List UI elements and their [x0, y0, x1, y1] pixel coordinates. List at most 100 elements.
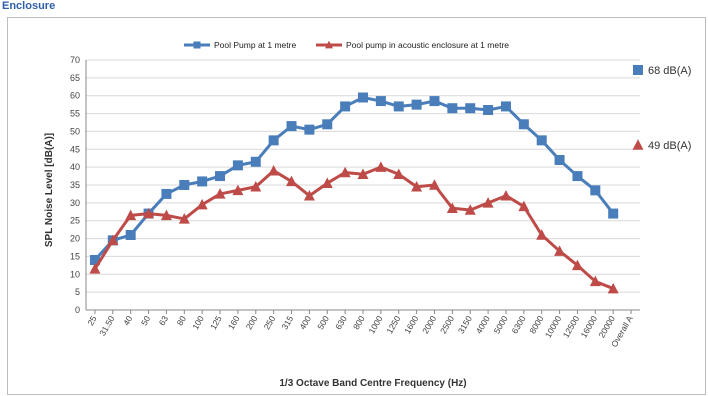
x-tick-label: 8000 [527, 314, 545, 336]
data-point [393, 168, 405, 180]
y-tick-label: 50 [70, 126, 80, 136]
overall-label: 49 dB(A) [648, 140, 691, 152]
y-axis-label: SPL Noise Level [dB(A)] [44, 133, 55, 247]
data-point [178, 213, 190, 224]
x-tick-label: 500 [315, 314, 331, 332]
data-point [500, 189, 512, 201]
y-tick-label: 45 [70, 144, 80, 154]
legend-label: Pool pump in acoustic enclosure at 1 met… [346, 40, 509, 50]
y-tick-label: 10 [70, 269, 80, 279]
data-point [250, 181, 262, 192]
x-tick-label: 2000 [420, 314, 438, 336]
data-point [536, 135, 547, 146]
data-point [375, 161, 387, 172]
y-tick-label: 25 [70, 216, 80, 226]
data-point [358, 92, 368, 103]
data-point [286, 121, 297, 132]
data-point [447, 103, 458, 114]
y-tick-label: 70 [70, 55, 80, 65]
x-tick-label: 10000 [543, 314, 564, 340]
data-point [518, 119, 529, 130]
data-point [160, 209, 172, 221]
chart-frame: 0 5 10 15 20 25 30 35 40 45 50 55 60 65 70 25 31.50 40 50 6… [7, 17, 706, 395]
x-tick-label: 315 [279, 314, 295, 332]
x-tick-label: 12500 [561, 314, 582, 340]
data-point [214, 188, 226, 199]
data-point [268, 164, 280, 176]
data-point [554, 245, 566, 256]
data-point [340, 101, 351, 112]
overall-marker [633, 65, 643, 75]
data-point [607, 282, 619, 294]
series-line-1 [93, 96, 615, 262]
data-point [215, 171, 226, 182]
x-tick-label: 125 [208, 314, 224, 332]
data-point [339, 166, 351, 178]
x-axis-label: 1/3 Octave Band Centre Frequency (Hz) [279, 378, 466, 389]
x-tick-label: 200 [244, 314, 260, 332]
series-line-2 [93, 165, 614, 290]
x-tick-label: 63 [157, 314, 171, 327]
x-tick-label: 100 [190, 314, 206, 332]
x-tick-label: 6300 [509, 314, 527, 336]
data-point [428, 179, 440, 190]
legend-marker [193, 41, 201, 49]
data-point [89, 255, 100, 265]
y-tick-label: 65 [70, 73, 80, 83]
x-tick-label: 250 [262, 314, 278, 332]
x-tick-label: 1250 [384, 314, 402, 336]
x-tick-label: 800 [351, 314, 367, 332]
data-point [482, 197, 494, 208]
x-tick-label: 1600 [402, 314, 420, 336]
x-tick-label: 25 [85, 314, 99, 327]
data-point [590, 185, 601, 196]
y-tick-label: 35 [70, 180, 80, 190]
y-tick-label: 5 [75, 287, 80, 297]
data-point [107, 234, 119, 246]
y-tick-label: 20 [70, 234, 80, 244]
series [89, 92, 619, 294]
x-tick-label: 16000 [579, 314, 600, 340]
data-point [554, 155, 565, 165]
data-point [268, 135, 279, 146]
y-tick-label: 0 [75, 305, 80, 315]
data-point [125, 209, 137, 221]
data-point [572, 171, 583, 182]
y-tick-label: 55 [70, 109, 80, 119]
x-tick-label: 80 [175, 314, 189, 327]
data-point [571, 259, 583, 271]
y-tick-label: 60 [70, 91, 80, 101]
data-point [411, 181, 423, 192]
data-point [411, 99, 422, 110]
x-tick-label: 2500 [438, 314, 456, 336]
x-tick-label: 5000 [492, 314, 510, 336]
data-point [179, 180, 190, 190]
legend-marker [325, 40, 333, 49]
data-point [589, 275, 601, 287]
data-point [232, 184, 244, 196]
legend-label: Pool Pump at 1 metre [214, 40, 296, 50]
data-point [125, 230, 136, 240]
x-tick-label: 40 [121, 314, 135, 327]
data-point [322, 119, 333, 130]
data-point [393, 101, 404, 112]
data-point [197, 176, 208, 187]
data-point [286, 175, 298, 187]
overall-label: 68 dB(A) [648, 65, 691, 77]
page-title: Enclosure [2, 0, 56, 12]
data-point [321, 177, 333, 188]
data-point [375, 96, 386, 107]
data-point [464, 204, 476, 215]
y-tick-label: 40 [70, 162, 80, 172]
y-tick-label: 30 [70, 198, 80, 208]
legend: Pool Pump at 1 metre Pool pump in acousti… [184, 40, 509, 50]
data-point [143, 207, 155, 219]
x-tick-label: 160 [226, 314, 242, 332]
annotations: 68 dB(A) 49 dB(A) [632, 65, 691, 152]
data-point [303, 189, 315, 201]
data-point [536, 229, 548, 240]
data-point [429, 96, 440, 107]
x-tick-label: 630 [333, 314, 349, 332]
